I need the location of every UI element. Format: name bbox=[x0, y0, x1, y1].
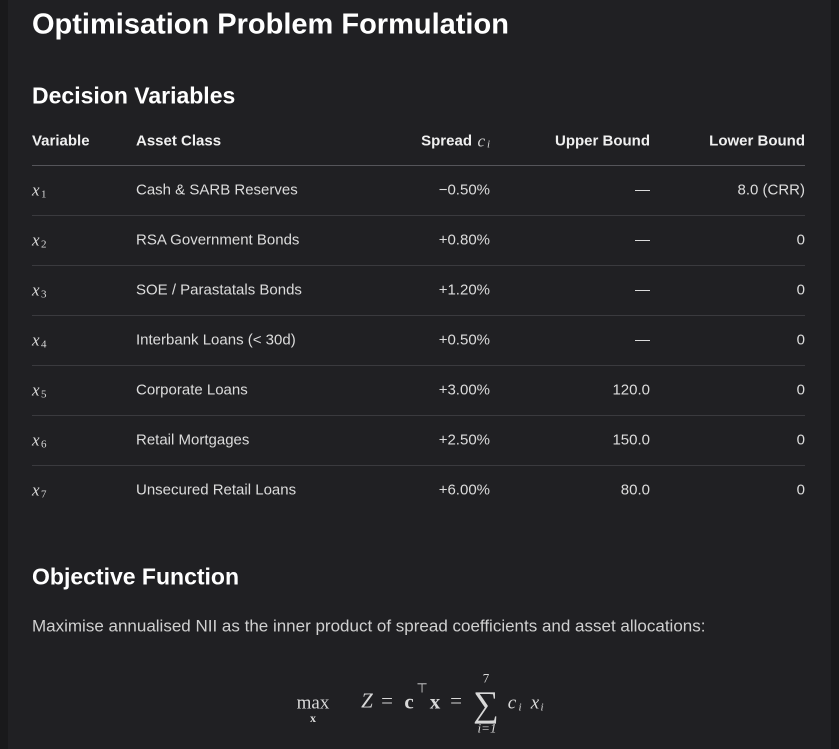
page-title: Optimisation Problem Formulation bbox=[32, 8, 509, 41]
column-header: Upper Bound bbox=[555, 132, 650, 150]
table-cell: 0 bbox=[796, 331, 805, 349]
table-cell: 8.0 (CRR) bbox=[737, 181, 805, 199]
row-separator bbox=[32, 415, 805, 416]
formula-symbol: x bbox=[530, 692, 540, 714]
row-separator bbox=[32, 265, 805, 266]
table-cell: — bbox=[635, 231, 650, 249]
table-cell: Interbank Loans (< 30d) bbox=[136, 331, 296, 349]
formula-symbol: ⊤ bbox=[416, 680, 428, 696]
section-heading: Objective Function bbox=[32, 563, 240, 590]
table-cell: Cash & SARB Reserves bbox=[136, 181, 298, 199]
row-separator bbox=[32, 365, 805, 366]
formula-symbol: = bbox=[450, 688, 462, 713]
column-header-symbol-sub: i bbox=[486, 138, 490, 151]
formula-symbol: c bbox=[507, 692, 517, 714]
row-separator bbox=[32, 165, 805, 166]
formula-subscript: i bbox=[518, 701, 522, 714]
variable-subscript: 6 bbox=[41, 438, 47, 451]
table-cell: +0.80% bbox=[438, 231, 490, 249]
table-cell: +0.50% bbox=[438, 331, 490, 349]
table-cell: Retail Mortgages bbox=[136, 431, 250, 449]
table-cell: — bbox=[635, 181, 650, 199]
section-heading: Decision Variables bbox=[32, 82, 236, 109]
table-cell: +3.00% bbox=[438, 381, 490, 399]
row-separator bbox=[32, 315, 805, 316]
column-header: Asset Class bbox=[136, 132, 222, 150]
variable-symbol: x bbox=[32, 280, 40, 300]
table-cell: +2.50% bbox=[438, 431, 490, 449]
table-cell: 150.0 bbox=[612, 431, 650, 449]
variable-symbol: x bbox=[32, 380, 40, 400]
column-header: Variable bbox=[32, 132, 90, 150]
variable-subscript: 3 bbox=[41, 288, 47, 301]
table-cell: 0 bbox=[796, 481, 805, 499]
table-cell: — bbox=[635, 331, 650, 349]
formula-sum-lower: i=1 bbox=[477, 720, 497, 736]
table-cell: 0 bbox=[796, 281, 805, 299]
paragraph: Maximise annualised NII as the inner pro… bbox=[32, 616, 706, 636]
variable-subscript: 4 bbox=[41, 338, 47, 351]
row-separator bbox=[32, 465, 805, 466]
variable-subscript: 2 bbox=[41, 238, 47, 251]
table-cell: SOE / Parastatals Bonds bbox=[136, 281, 302, 299]
variable-symbol: x bbox=[32, 330, 40, 350]
formula-operator: max bbox=[296, 692, 330, 714]
variable-subscript: 7 bbox=[41, 488, 47, 501]
variable-symbol: x bbox=[32, 480, 40, 500]
variable-symbol: x bbox=[32, 230, 40, 250]
formula-operator-sub: x bbox=[310, 711, 316, 725]
table-cell: 0 bbox=[796, 381, 805, 399]
table-cell: RSA Government Bonds bbox=[136, 231, 300, 249]
table-cell: +1.20% bbox=[438, 281, 490, 299]
formula-symbol: c bbox=[404, 689, 414, 714]
table-cell: 80.0 bbox=[620, 481, 650, 499]
table-cell: 0 bbox=[796, 431, 805, 449]
formula-sum: ∑ bbox=[473, 684, 499, 724]
formula-sum-upper: 7 bbox=[482, 670, 490, 686]
table-cell: 0 bbox=[796, 231, 805, 249]
table-cell: Unsecured Retail Loans bbox=[136, 481, 297, 499]
formula-symbol: Z bbox=[361, 688, 373, 713]
table-cell: — bbox=[635, 281, 650, 299]
column-header-symbol: c bbox=[477, 131, 485, 151]
variable-subscript: 1 bbox=[41, 188, 47, 201]
table-cell: +6.00% bbox=[438, 481, 490, 499]
row-separator bbox=[32, 215, 805, 216]
column-header: Spread bbox=[421, 132, 472, 150]
variable-subscript: 5 bbox=[41, 388, 47, 401]
column-header: Lower Bound bbox=[709, 132, 805, 150]
table-cell: Corporate Loans bbox=[136, 381, 248, 399]
table-cell: −0.50% bbox=[438, 181, 490, 199]
formula-subscript: i bbox=[540, 701, 544, 714]
table-cell: 120.0 bbox=[612, 381, 650, 399]
variable-symbol: x bbox=[32, 180, 40, 200]
content-panel bbox=[8, 0, 831, 749]
formula-symbol: x bbox=[429, 689, 441, 714]
formula-symbol: = bbox=[381, 688, 393, 713]
variable-symbol: x bbox=[32, 430, 40, 450]
